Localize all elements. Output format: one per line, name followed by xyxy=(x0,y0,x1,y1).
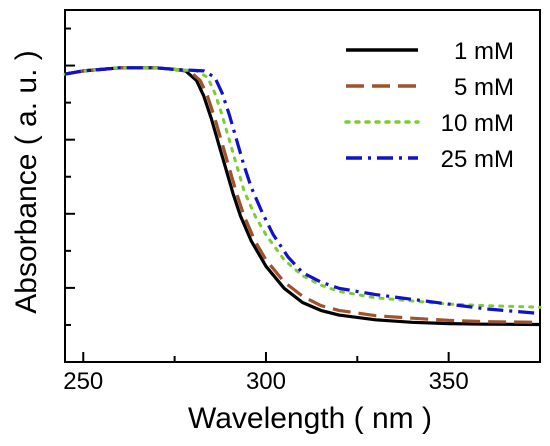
x-axis-ticks: 250 300 350 xyxy=(63,352,469,395)
x-tick-label: 300 xyxy=(246,368,286,395)
legend-label: 10 mM xyxy=(441,110,514,137)
legend-label: 1 mM xyxy=(454,38,514,65)
series-line xyxy=(64,66,541,316)
plot-frame xyxy=(64,9,541,363)
x-axis-title: Wavelength ( nm ) xyxy=(188,402,432,435)
series-line xyxy=(64,66,541,324)
series-layer xyxy=(63,66,542,327)
legend: 1 mM 5 mM 10 mM 25 mM xyxy=(344,38,514,173)
series-line xyxy=(63,66,542,309)
legend-label: 5 mM xyxy=(454,74,514,101)
legend-label: 25 mM xyxy=(441,146,514,173)
series-line xyxy=(64,66,541,327)
y-axis-title: Absorbance ( a. u. ) xyxy=(10,50,43,313)
x-tick-label: 250 xyxy=(63,368,103,395)
x-tick-label: 350 xyxy=(429,368,469,395)
y-axis-ticks xyxy=(65,27,75,363)
